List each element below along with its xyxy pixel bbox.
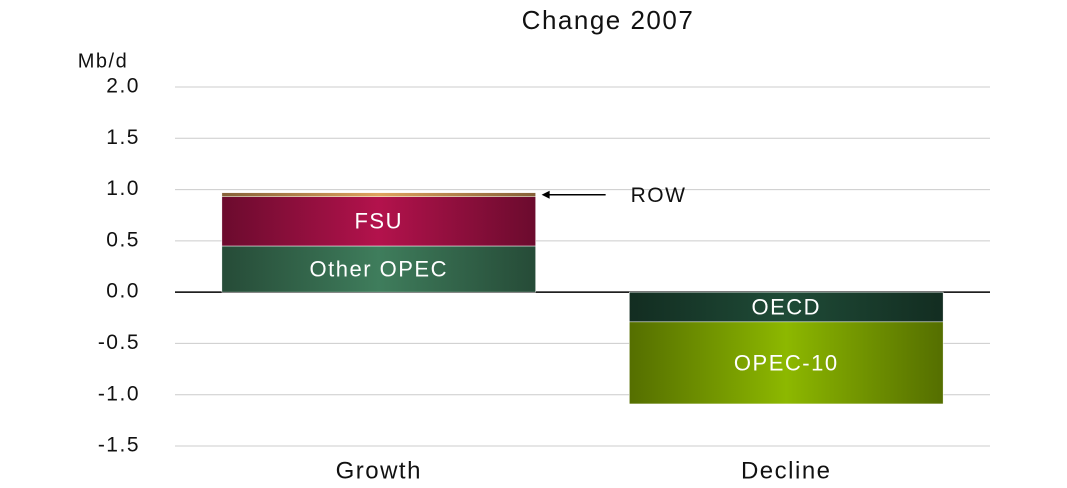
bar-segment	[221, 245, 536, 293]
x-tick-label: Decline	[741, 457, 832, 484]
y-axis-label: Mb/d	[78, 50, 128, 72]
y-tick-label: 2.0	[106, 75, 140, 98]
y-tick-label: 1.0	[106, 177, 140, 200]
segment-label: Other OPEC	[309, 256, 448, 282]
segment-label: OPEC-10	[733, 350, 839, 376]
bar-segment	[629, 321, 944, 405]
bar-segment	[221, 192, 536, 198]
y-tick-label: 0.5	[106, 228, 140, 251]
y-tick-label: 1.5	[106, 126, 140, 149]
y-tick-label: 0.0	[106, 280, 140, 303]
y-tick-label: -1.5	[98, 434, 140, 457]
y-tick-label: -0.5	[98, 331, 140, 354]
x-tick-label: Growth	[336, 457, 422, 484]
segment-label: OECD	[751, 294, 822, 320]
chart-title: Change 2007	[522, 5, 695, 35]
arrow-head	[541, 190, 550, 199]
segment-label: FSU	[354, 208, 403, 234]
bar-segment	[221, 196, 536, 247]
y-tick-label: -1.0	[98, 382, 140, 405]
segment-label: ROW	[631, 184, 687, 207]
